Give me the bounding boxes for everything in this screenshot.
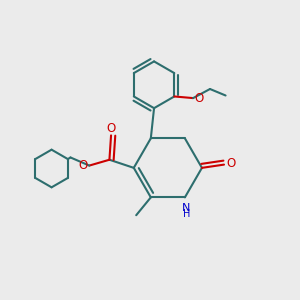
Text: O: O <box>107 122 116 135</box>
Text: O: O <box>194 92 204 105</box>
Text: H: H <box>183 209 190 219</box>
Text: O: O <box>79 159 88 172</box>
Text: O: O <box>226 157 236 170</box>
Text: N: N <box>182 203 191 213</box>
